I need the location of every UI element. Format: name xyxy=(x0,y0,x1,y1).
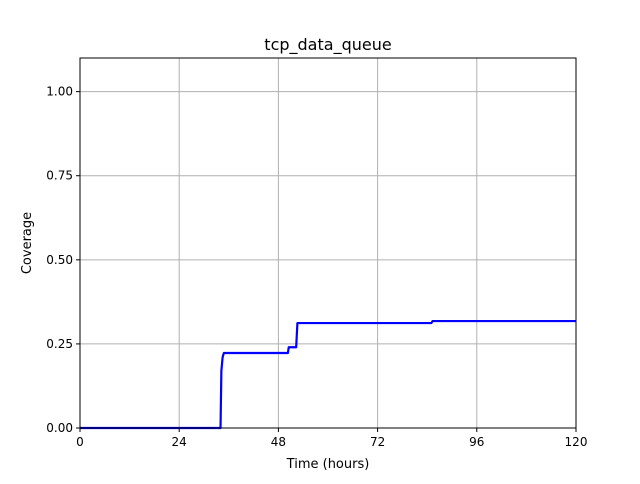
chart-title: tcp_data_queue xyxy=(264,35,391,55)
x-axis-label: Time (hours) xyxy=(286,457,370,472)
x-tick-label: 72 xyxy=(370,435,385,449)
x-tick-label: 24 xyxy=(172,435,187,449)
y-tick-label: 0.50 xyxy=(46,253,73,267)
y-tick-label: 0.75 xyxy=(46,169,73,183)
y-tick-label: 1.00 xyxy=(46,85,73,99)
x-tick-label: 48 xyxy=(271,435,286,449)
ticks: 0 24 48 72 96 120 0.00 0.25 0.50 0.75 1.00 xyxy=(46,85,587,449)
y-tick-label: 0.00 xyxy=(46,421,73,435)
series-layer xyxy=(80,319,576,430)
coverage-series-line xyxy=(80,319,576,430)
x-tick-label: 0 xyxy=(76,435,84,449)
x-tick-label: 120 xyxy=(565,435,588,449)
y-axis-label: Coverage xyxy=(20,212,35,274)
x-tick-label: 96 xyxy=(469,435,484,449)
y-tick-label: 0.25 xyxy=(46,337,73,351)
plot-frame xyxy=(79,57,577,429)
